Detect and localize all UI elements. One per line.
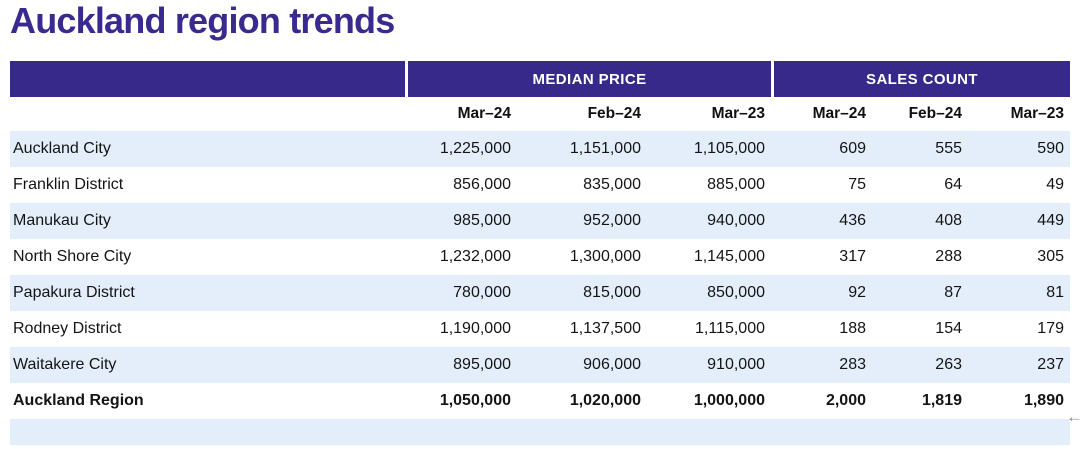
region-trends-table: MEDIAN PRICE SALES COUNT Mar–24 Feb–24 Mar… [10, 61, 1070, 445]
sales-count-value: 1,819 [921, 392, 962, 409]
region-label: Papakura District [13, 284, 135, 301]
table-row: Rodney District 1,190,000 1,137,500 1,115,0… [10, 311, 1070, 347]
median-price-value: 815,000 [583, 284, 641, 301]
median-price-value: 885,000 [707, 176, 765, 193]
group-header-median-price: MEDIAN PRICE [408, 61, 771, 97]
median-price-value: 835,000 [583, 176, 641, 193]
median-price-value: 1,232,000 [439, 248, 511, 265]
table-row: Auckland City 1,225,000 1,151,000 1,105,000… [10, 131, 1070, 167]
sales-count-value: 81 [1046, 284, 1064, 301]
median-price-value: 910,000 [707, 356, 765, 373]
table-subheader-row: Mar–24 Feb–24 Mar–23 Mar–24 Feb–24 Mar–23 [10, 97, 1070, 131]
median-price-value: 1,190,000 [439, 320, 511, 337]
subheader-month-0: Mar–24 [457, 105, 511, 122]
table-row: Waitakere City 895,000 906,000 910,000 283 26… [10, 347, 1070, 383]
sales-count-value: 2,000 [825, 392, 866, 409]
sales-count-value: 263 [935, 356, 962, 373]
sales-count-value: 283 [839, 356, 866, 373]
region-label: North Shore City [13, 248, 132, 265]
median-price-value: 1,151,000 [569, 140, 641, 157]
sales-count-value: 75 [848, 176, 866, 193]
median-price-value: 850,000 [707, 284, 765, 301]
sales-count-value: 92 [848, 284, 866, 301]
sales-count-value: 154 [935, 320, 962, 337]
table-body: Auckland City 1,225,000 1,151,000 1,105,000… [10, 131, 1070, 419]
median-price-value: 985,000 [453, 212, 511, 229]
region-label: Franklin District [13, 176, 124, 193]
sales-count-value: 49 [1046, 176, 1064, 193]
sales-count-value: 408 [935, 212, 962, 229]
median-price-value: 1,300,000 [569, 248, 641, 265]
sales-count-value: 305 [1037, 248, 1064, 265]
sales-count-value: 64 [944, 176, 962, 193]
table-row: North Shore City 1,232,000 1,300,000 1,145,… [10, 239, 1070, 275]
region-label: Auckland Region [13, 392, 144, 409]
sales-count-value: 179 [1037, 320, 1064, 337]
region-label: Waitakere City [13, 356, 117, 373]
sales-count-value: 237 [1037, 356, 1064, 373]
group-header-blank [10, 61, 405, 97]
sales-count-value: 1,890 [1023, 392, 1064, 409]
subheader-month-5: Mar–23 [1010, 105, 1064, 122]
sales-count-value: 288 [935, 248, 962, 265]
subheader-month-3: Mar–24 [812, 105, 866, 122]
sales-count-value: 188 [839, 320, 866, 337]
sales-count-value: 87 [944, 284, 962, 301]
sales-count-value: 449 [1037, 212, 1064, 229]
median-price-value: 780,000 [453, 284, 511, 301]
median-price-value: 952,000 [583, 212, 641, 229]
subheader-month-4: Feb–24 [908, 105, 962, 122]
median-price-value: 856,000 [453, 176, 511, 193]
cursor-arrow-icon: ← [1066, 407, 1080, 426]
sales-count-value: 317 [839, 248, 866, 265]
median-price-value: 1,225,000 [439, 140, 511, 157]
table-row: Franklin District 856,000 835,000 885,000 75… [10, 167, 1070, 203]
region-label: Manukau City [13, 212, 111, 229]
median-price-value: 1,137,500 [569, 320, 641, 337]
table-row: Manukau City 985,000 952,000 940,000 436 408 4… [10, 203, 1070, 239]
median-price-value: 1,020,000 [569, 392, 641, 409]
sales-count-value: 609 [839, 140, 866, 157]
median-price-value: 895,000 [453, 356, 511, 373]
sales-count-value: 436 [839, 212, 866, 229]
median-price-value: 1,000,000 [693, 392, 765, 409]
table-footer-spacer [10, 419, 1070, 445]
region-label: Rodney District [13, 320, 122, 337]
median-price-value: 1,105,000 [693, 140, 765, 157]
subheader-month-2: Mar–23 [711, 105, 765, 122]
region-label: Auckland City [13, 140, 111, 157]
sales-count-value: 555 [935, 140, 962, 157]
median-price-value: 1,115,000 [695, 320, 765, 337]
group-header-sales-count: SALES COUNT [774, 61, 1070, 97]
median-price-value: 1,145,000 [693, 248, 765, 265]
table-row: Papakura District 780,000 815,000 850,000 92… [10, 275, 1070, 311]
median-price-value: 940,000 [707, 212, 765, 229]
table-row: Auckland Region 1,050,000 1,020,000 1,000,0… [10, 383, 1070, 419]
median-price-value: 906,000 [583, 356, 641, 373]
subheader-month-1: Feb–24 [587, 105, 641, 122]
median-price-value: 1,050,000 [439, 392, 511, 409]
sales-count-value: 590 [1037, 140, 1064, 157]
table-group-header: MEDIAN PRICE SALES COUNT [10, 61, 1070, 97]
page-title: Auckland region trends [10, 0, 395, 41]
